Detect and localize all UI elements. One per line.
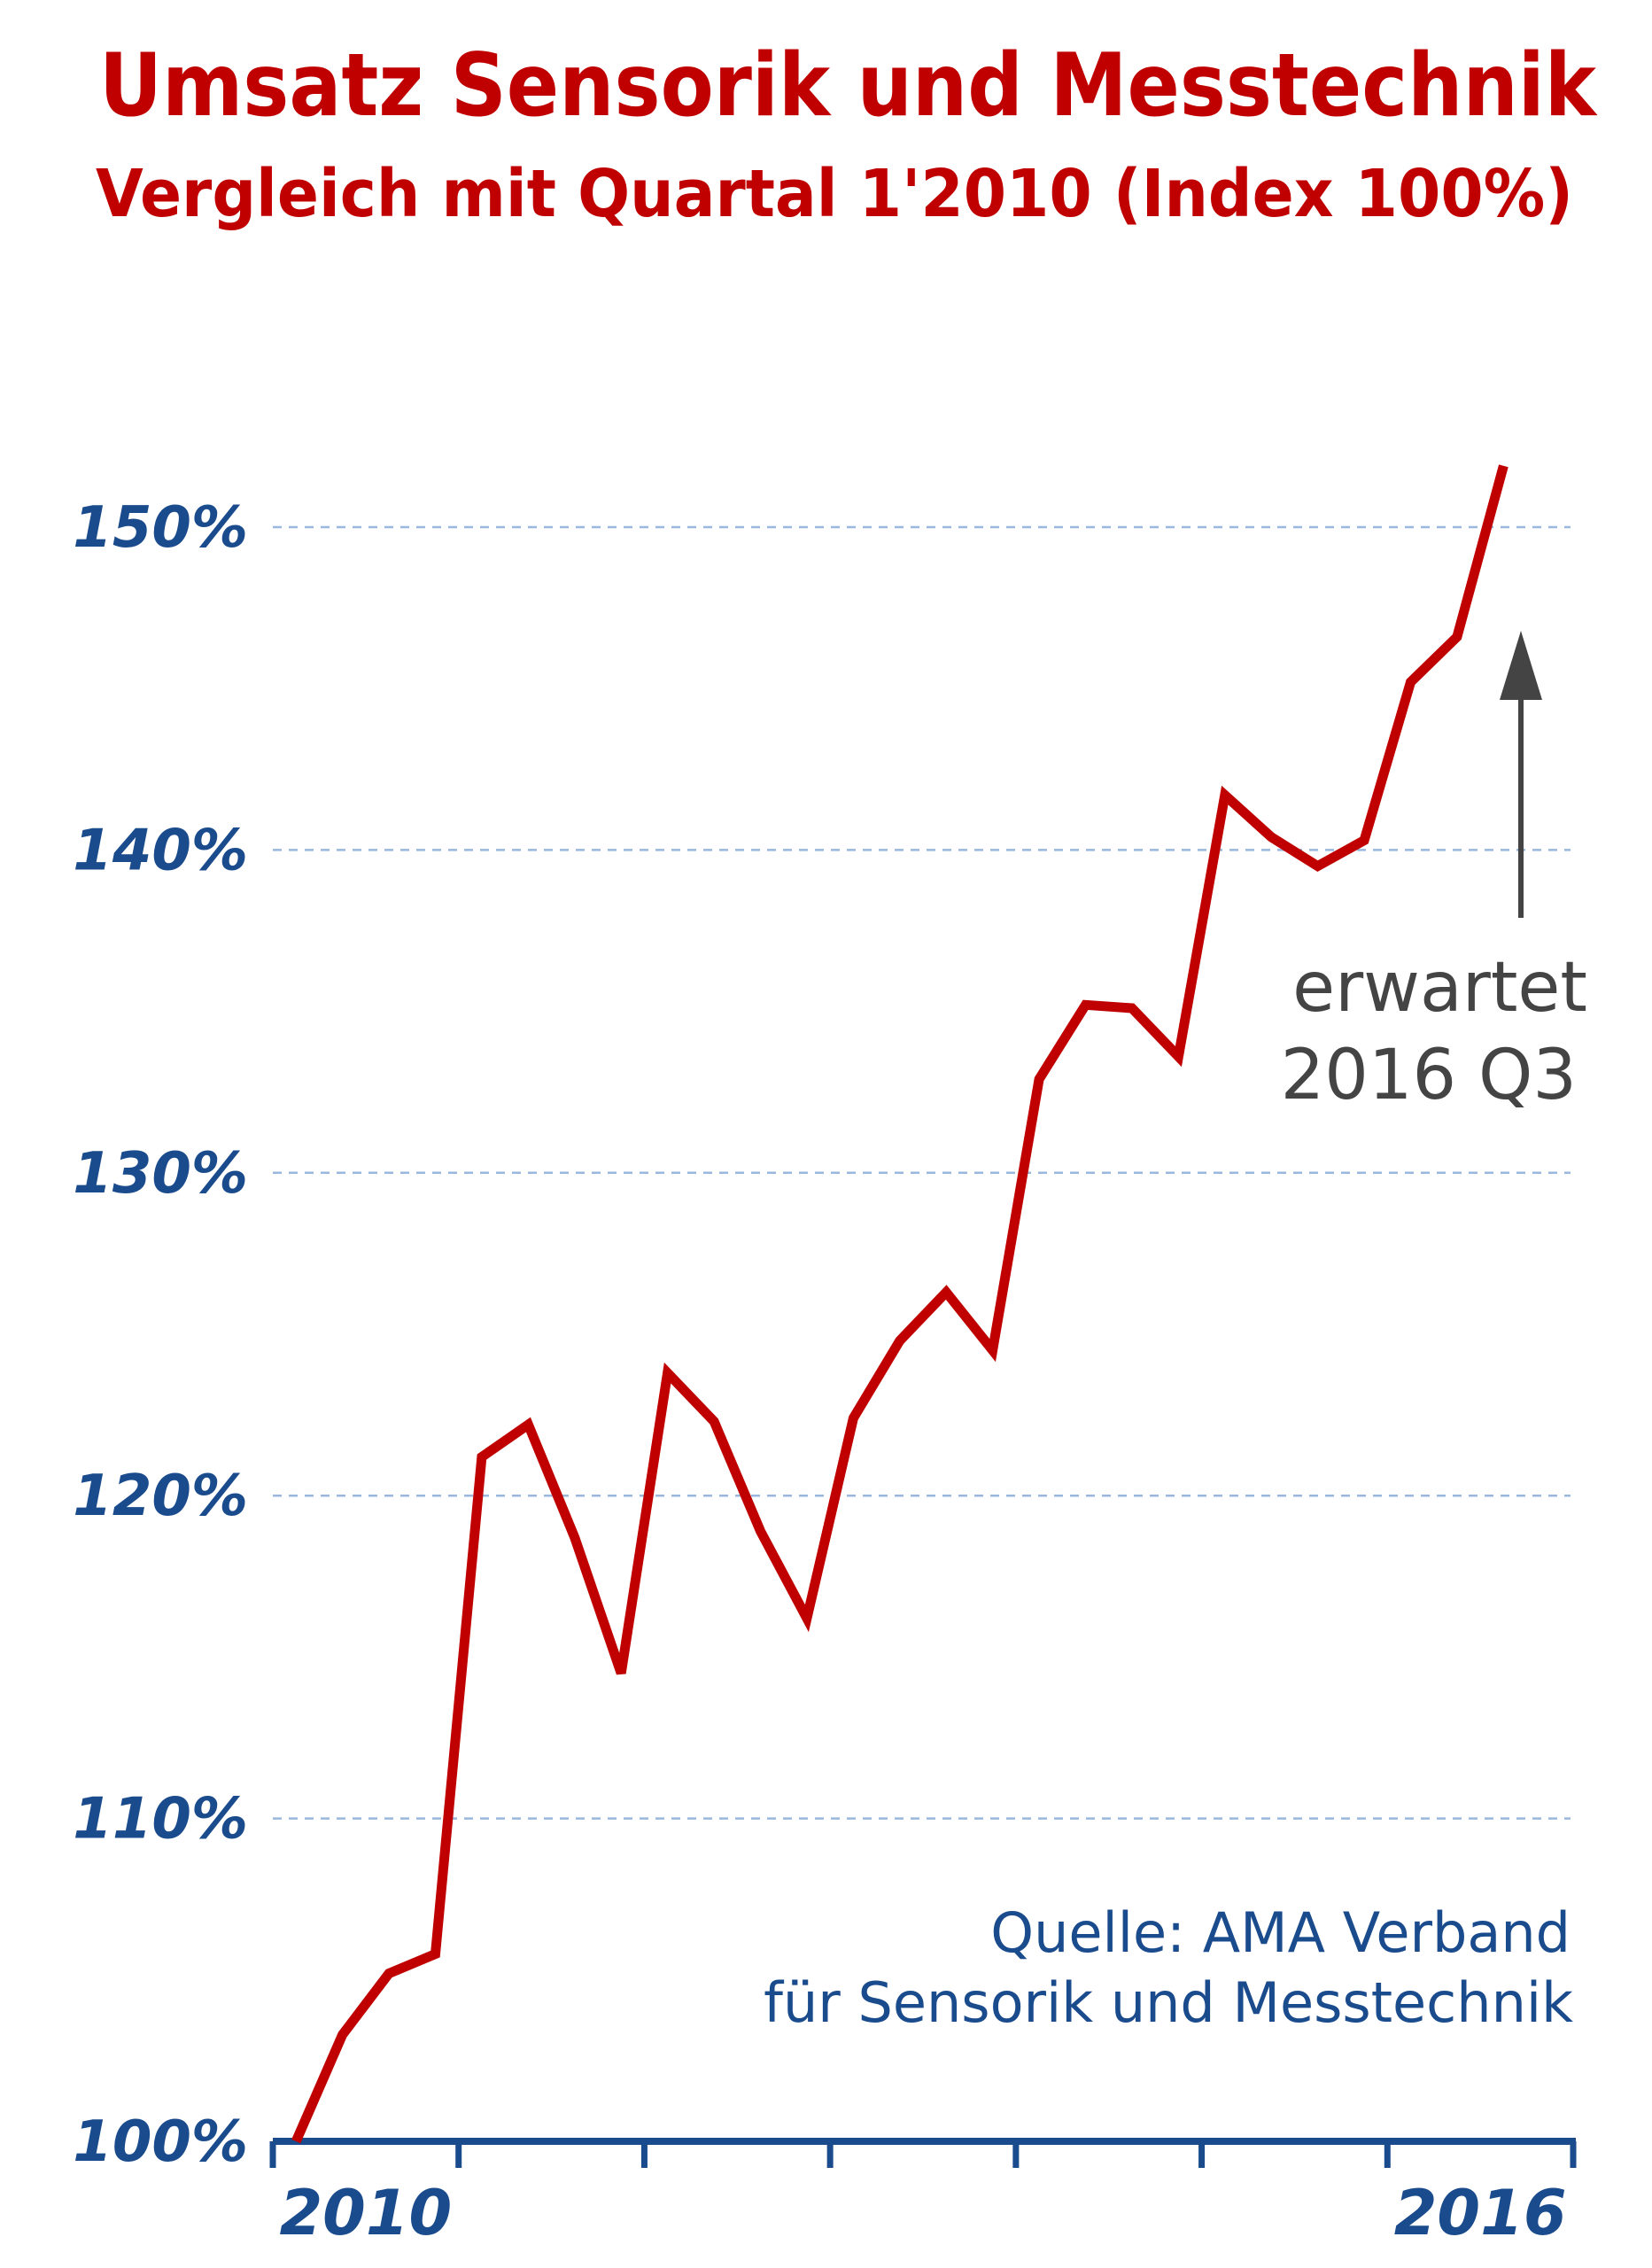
arrow-up-icon xyxy=(1500,631,1542,700)
chart-subtitle: Vergleich mit Quartal 1'2010 (Index 100%… xyxy=(96,156,1573,232)
y-tick-label: 110% xyxy=(73,1787,248,1852)
y-tick-label: 120% xyxy=(73,1464,248,1529)
source-line1: Quelle: AMA Verband xyxy=(990,1900,1571,1965)
y-tick-label: 150% xyxy=(73,495,248,561)
y-tick-label: 130% xyxy=(73,1141,248,1207)
x-axis: 2010 2016 xyxy=(269,2138,1577,2249)
annotation: erwartet 2016 Q3 xyxy=(1281,631,1587,1115)
source-line2: für Sensorik und Messtechnik xyxy=(764,1970,1573,2035)
annotation-line2: 2016 Q3 xyxy=(1281,1036,1577,1115)
x-tick-label: 2010 xyxy=(279,2177,452,2249)
y-axis-labels: 100% 110% 120% 130% 140% 150% xyxy=(73,495,248,2175)
series-line xyxy=(291,464,1509,2144)
x-tick-label: 2016 xyxy=(1394,2177,1567,2249)
y-tick-label: 140% xyxy=(73,818,248,883)
annotation-line1: erwartet xyxy=(1292,948,1587,1028)
y-tick-label: 100% xyxy=(73,2109,248,2175)
data-points xyxy=(296,465,1504,2142)
chart-title: Umsatz Sensorik und Messtechnik xyxy=(99,35,1599,136)
